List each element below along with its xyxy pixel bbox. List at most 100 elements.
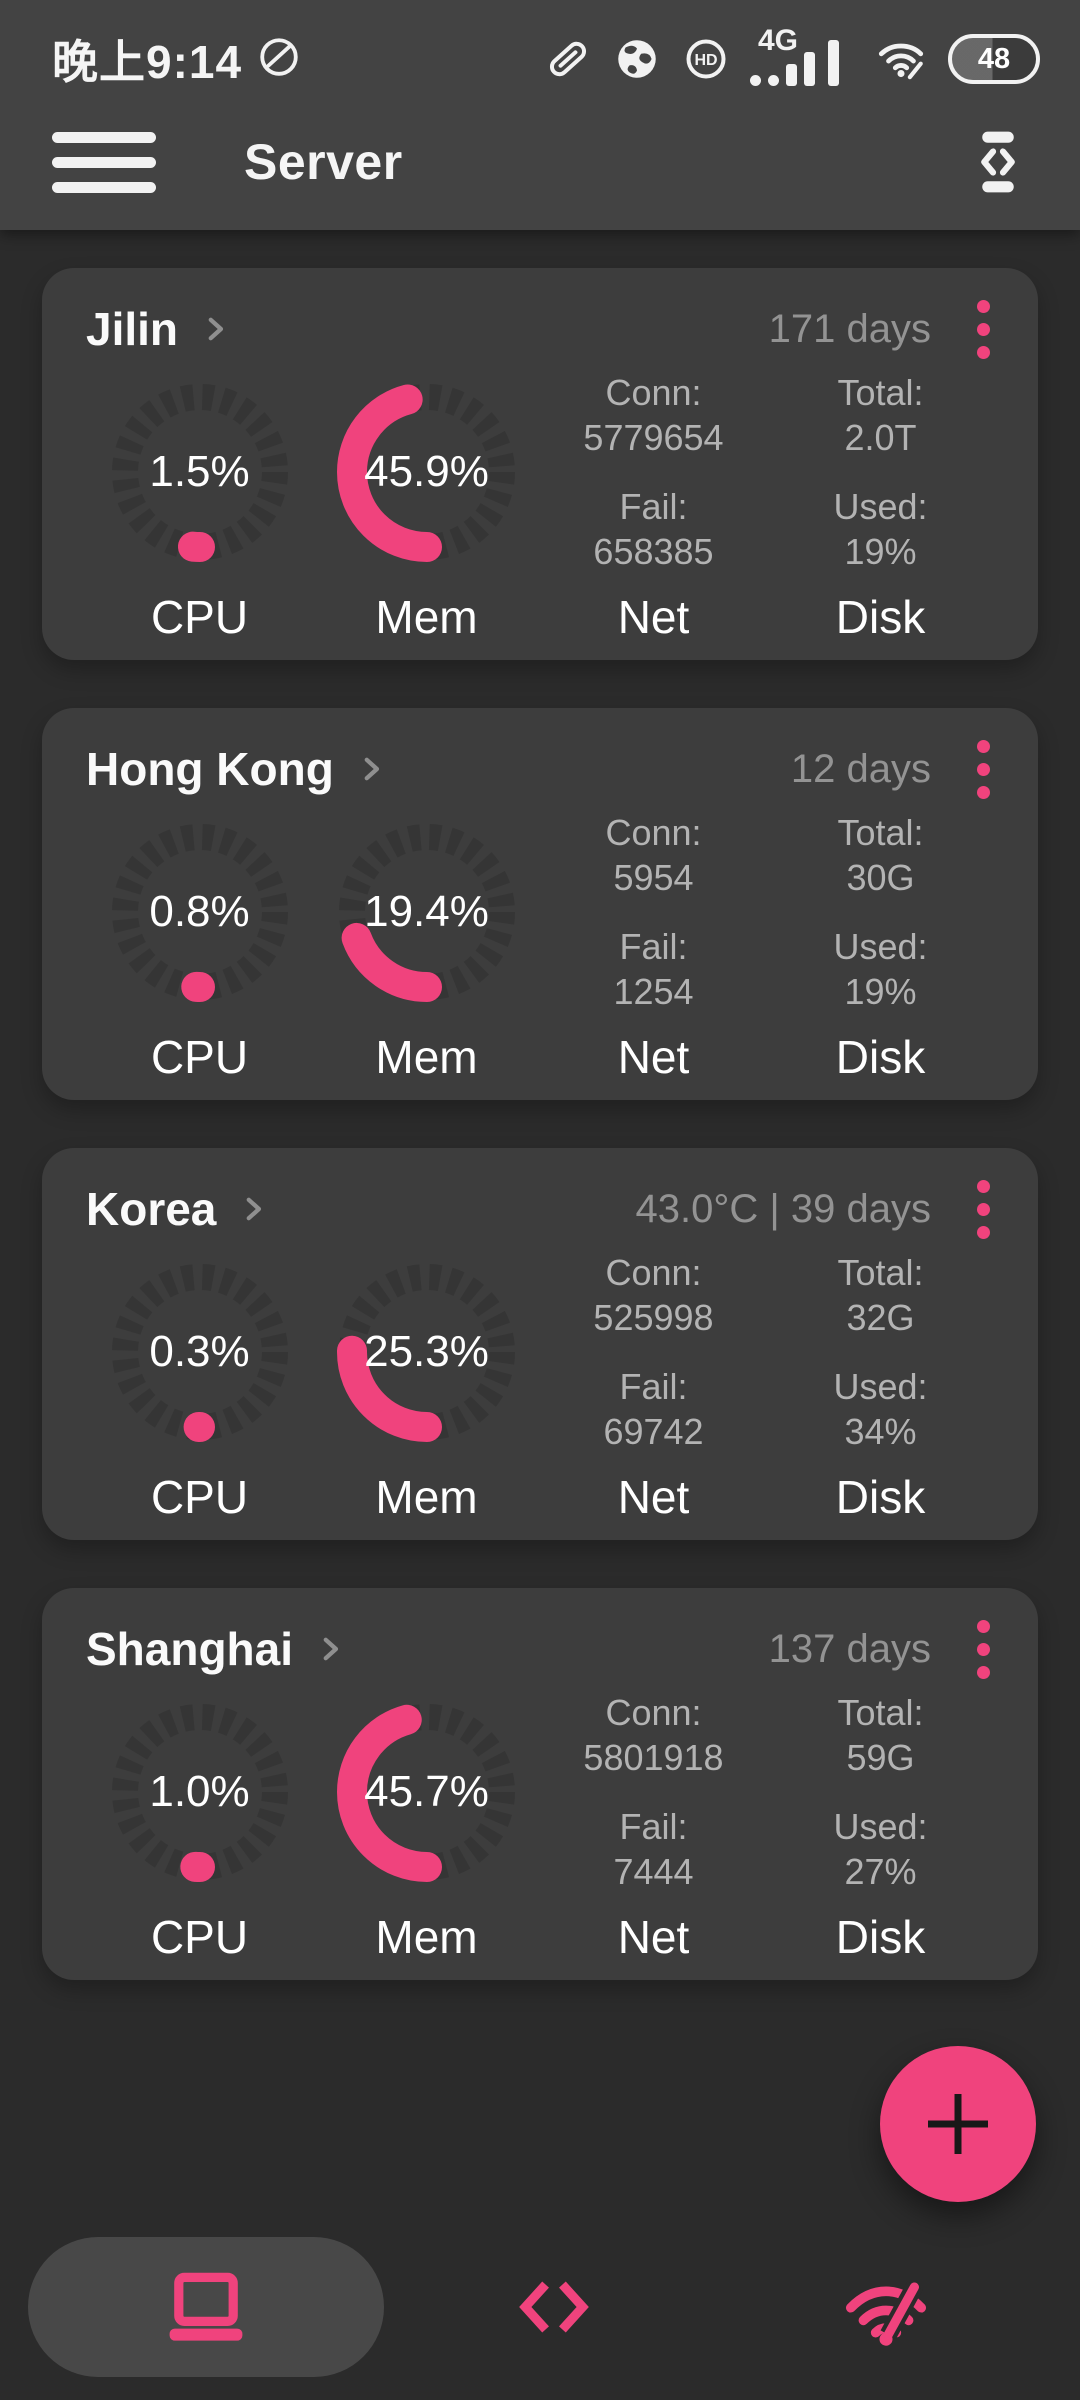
laptop-icon: [169, 2272, 243, 2341]
cpu-gauge: 1.5% CPU: [86, 382, 313, 644]
net-fail-label: Fail:: [619, 926, 688, 967]
status-time: 晚上9:14: [52, 36, 243, 88]
card-body: 0.3% CPU 25.3% Mem Conn: 52: [86, 1252, 994, 1524]
chevron-right-icon: [323, 1637, 339, 1661]
disk-used-label: Used:: [833, 486, 928, 527]
add-server-button[interactable]: [880, 2046, 1036, 2202]
more-menu-icon[interactable]: [973, 1176, 994, 1243]
chevron-right-icon: [364, 757, 379, 781]
net-fail-label: Fail:: [619, 1806, 688, 1847]
server-uptime: 137 days: [768, 1626, 931, 1671]
disk-stats: Total: 59G Used: 27% Disk: [767, 1692, 994, 1964]
net-conn-value: 5801918: [583, 1737, 724, 1778]
code-icon: [519, 2281, 589, 2333]
battery-level: 48: [977, 42, 1011, 75]
net-fail-label: Fail:: [619, 1366, 688, 1407]
developer-mode-icon[interactable]: [960, 117, 1036, 207]
net-stats: Conn: 5954 Fail: 1254 Net: [540, 812, 767, 1084]
server-name-link[interactable]: Korea: [86, 1182, 270, 1236]
card-header: Shanghai 137 days: [86, 1616, 994, 1682]
cpu-percent: 1.0%: [149, 1767, 250, 1816]
server-name: Korea: [86, 1183, 217, 1235]
server-name-link[interactable]: Jilin: [86, 302, 232, 356]
server-name-link[interactable]: Shanghai: [86, 1622, 347, 1676]
server-card-list: Jilin 171 days 1.5% CPU: [0, 230, 1080, 1980]
net-conn-label: Conn:: [605, 812, 702, 853]
card-header: Hong Kong 12 days: [86, 736, 994, 802]
mem-gauge: 25.3% Mem: [313, 1262, 540, 1524]
mem-percent: 45.7%: [364, 1767, 489, 1816]
mem-percent: 25.3%: [364, 1327, 489, 1376]
disk-label: Disk: [835, 1031, 926, 1083]
card-header: Korea 43.0°C | 39 days: [86, 1176, 994, 1242]
disk-stats: Total: 2.0T Used: 19% Disk: [767, 372, 994, 644]
net-fail-value: 1254: [613, 971, 694, 1012]
cpu-percent: 0.3%: [149, 1327, 250, 1376]
chevron-right-icon: [247, 1197, 262, 1221]
net-stats: Conn: 5801918 Fail: 7444 Net: [540, 1692, 767, 1964]
net-conn-value: 5954: [613, 857, 694, 898]
disk-total-label: Total:: [837, 812, 924, 853]
mem-label: Mem: [375, 1471, 478, 1523]
mem-percent: 45.9%: [364, 447, 489, 496]
net-conn-value: 5779654: [583, 417, 724, 458]
more-menu-icon[interactable]: [973, 296, 994, 363]
cpu-gauge: 1.0% CPU: [86, 1702, 313, 1964]
disk-total-label: Total:: [837, 1692, 924, 1733]
server-card[interactable]: Korea 43.0°C | 39 days 0.3% CPU: [42, 1148, 1038, 1540]
disk-used-value: 19%: [844, 531, 917, 572]
server-name: Hong Kong: [86, 743, 334, 795]
tab-server[interactable]: [28, 2237, 384, 2377]
disk-used-label: Used:: [833, 1806, 928, 1847]
network-type-label: 4G: [758, 24, 799, 57]
tab-snippet[interactable]: [388, 2237, 720, 2377]
server-uptime: 12 days: [790, 746, 931, 791]
more-menu-icon[interactable]: [973, 1616, 994, 1683]
net-conn-label: Conn:: [605, 1692, 702, 1733]
server-card[interactable]: Hong Kong 12 days 0.8% CPU: [42, 708, 1038, 1100]
mem-percent: 19.4%: [364, 887, 489, 936]
tab-ping[interactable]: [720, 2237, 1052, 2377]
disk-total-value: 59G: [846, 1737, 915, 1778]
cpu-gauge: 0.8% CPU: [86, 822, 313, 1084]
net-conn-label: Conn:: [605, 372, 702, 413]
disk-total-value: 30G: [846, 857, 915, 898]
menu-icon[interactable]: [52, 123, 164, 201]
disk-total-value: 32G: [846, 1297, 915, 1338]
top-chrome: 晚上9:14: [0, 0, 1080, 230]
disk-used-value: 34%: [844, 1411, 917, 1452]
net-fail-label: Fail:: [619, 486, 688, 527]
disk-used-label: Used:: [833, 926, 928, 967]
cpu-label: CPU: [150, 1031, 249, 1083]
disk-used-value: 27%: [844, 1851, 917, 1892]
net-conn-value: 525998: [593, 1297, 714, 1338]
page-title: Server: [244, 134, 403, 190]
bottom-nav: [0, 2224, 1080, 2400]
disk-stats: Total: 32G Used: 34% Disk: [767, 1252, 994, 1524]
server-card[interactable]: Jilin 171 days 1.5% CPU: [42, 268, 1038, 660]
disk-total-value: 2.0T: [844, 417, 917, 458]
disk-stats: Total: 30G Used: 19% Disk: [767, 812, 994, 1084]
net-conn-label: Conn:: [605, 1252, 702, 1293]
more-menu-icon[interactable]: [973, 736, 994, 803]
disk-used-label: Used:: [833, 1366, 928, 1407]
hd-label: HD: [694, 52, 717, 69]
net-label: Net: [617, 1911, 690, 1963]
disk-total-label: Total:: [837, 372, 924, 413]
dnd-icon: [256, 34, 302, 85]
mem-label: Mem: [375, 1911, 478, 1963]
net-stats: Conn: 5779654 Fail: 658385 Net: [540, 372, 767, 644]
card-body: 0.8% CPU 19.4% Mem Conn: 59: [86, 812, 994, 1084]
disk-label: Disk: [835, 1471, 926, 1523]
server-card[interactable]: Shanghai 137 days 1.0% CPU: [42, 1588, 1038, 1980]
server-name-link[interactable]: Hong Kong: [86, 742, 388, 796]
disk-used-value: 19%: [844, 971, 917, 1012]
disk-label: Disk: [835, 1911, 926, 1963]
disk-total-label: Total:: [837, 1252, 924, 1293]
cpu-gauge: 0.3% CPU: [86, 1262, 313, 1524]
card-header: Jilin 171 days: [86, 296, 994, 362]
cpu-label: CPU: [150, 1911, 249, 1963]
server-uptime: 171 days: [768, 306, 931, 351]
card-body: 1.0% CPU 45.7% Mem Conn: 58: [86, 1692, 994, 1964]
network-check-icon: [845, 2281, 927, 2346]
